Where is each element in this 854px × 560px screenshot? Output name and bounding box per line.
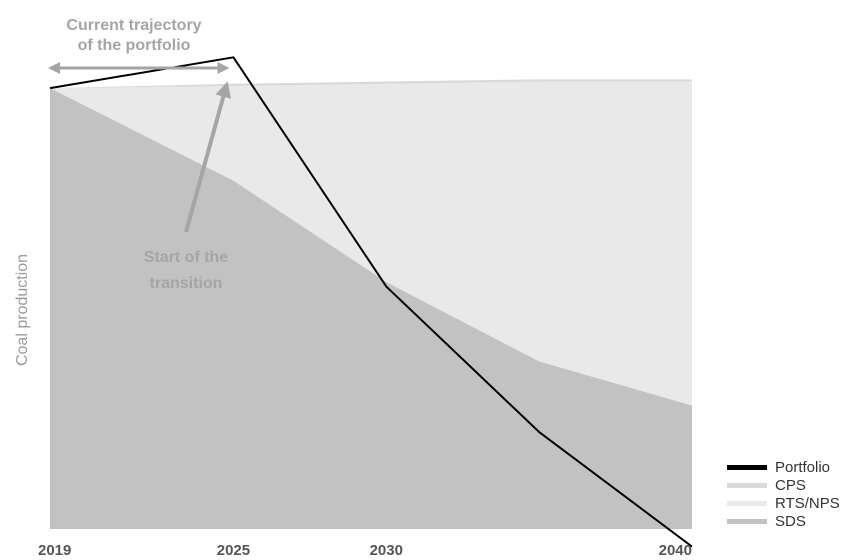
legend-item-sds: SDS [727, 512, 840, 530]
x-axis-ticks: 2019 2025 2030 2040 [38, 542, 692, 559]
x-tick-label: 2019 [38, 542, 71, 559]
legend-swatch [727, 500, 767, 506]
annotation-transition-text: transition [150, 275, 223, 292]
annotation-trajectory-text: Current trajectory [66, 17, 201, 34]
annotations: Current trajectory of the portfolio Start … [48, 17, 232, 292]
chart-areas [50, 79, 692, 530]
legend-swatch [727, 464, 767, 470]
legend-label: Portfolio [775, 458, 831, 476]
legend-swatch [727, 518, 767, 524]
annotation-transition-text: Start of the [144, 249, 229, 266]
y-axis-label: Coal production [14, 254, 31, 366]
legend-label: RTS/NPS [775, 494, 840, 512]
legend-item-portfolio: Portfolio [727, 458, 840, 476]
area-sds [50, 88, 692, 530]
legend: Portfolio CPS RTS/NPS SDS [727, 458, 840, 530]
legend-item-cps: CPS [727, 476, 840, 494]
annotation-trajectory-text: of the portfolio [78, 37, 191, 54]
x-tick-label: 2025 [217, 542, 250, 559]
legend-label: SDS [775, 512, 806, 530]
transition-arrow [184, 81, 232, 233]
legend-swatch [727, 482, 767, 488]
x-tick-label: 2030 [370, 542, 403, 559]
legend-item-rts-nps: RTS/NPS [727, 494, 840, 512]
legend-label: CPS [775, 476, 806, 494]
x-tick-label: 2040 [659, 542, 692, 559]
